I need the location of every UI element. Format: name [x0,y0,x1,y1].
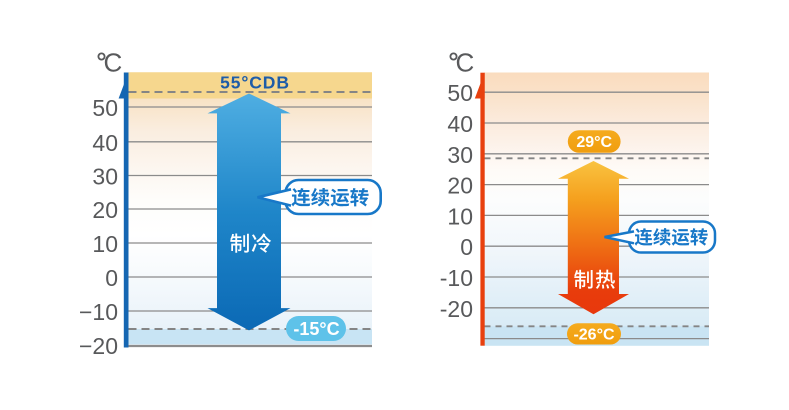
svg-text:50: 50 [92,95,118,121]
svg-text:-15°C: -15°C [293,319,339,339]
svg-text:C: C [456,48,475,78]
svg-text:C: C [104,48,123,78]
svg-text:55°CDB: 55°CDB [220,73,290,93]
svg-text:40: 40 [447,111,473,137]
svg-text:10: 10 [447,203,473,229]
svg-text:40: 40 [92,130,118,156]
svg-text:−20: −20 [79,333,118,359]
svg-text:0: 0 [105,265,118,291]
svg-text:0: 0 [460,234,473,260]
svg-text:30: 30 [447,142,473,168]
svg-text:-26°C: -26°C [573,327,615,344]
svg-text:20: 20 [92,197,118,223]
svg-text:-10: -10 [440,265,473,291]
svg-text:10: 10 [92,231,118,257]
svg-text:−10: −10 [79,299,118,325]
svg-text:-20: -20 [440,296,473,322]
svg-text:30: 30 [92,164,118,190]
svg-text:50: 50 [447,80,473,106]
svg-text:20: 20 [447,173,473,199]
svg-text:29°C: 29°C [576,134,612,151]
